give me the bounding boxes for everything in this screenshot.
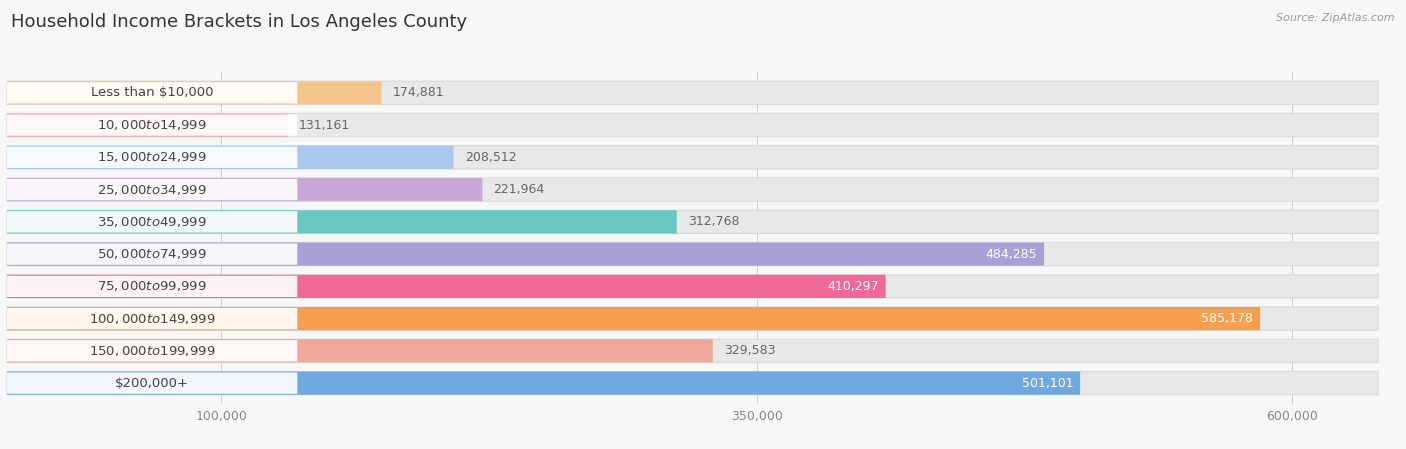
FancyBboxPatch shape <box>7 114 1378 136</box>
Text: $150,000 to $199,999: $150,000 to $199,999 <box>89 344 215 358</box>
Text: 410,297: 410,297 <box>827 280 879 293</box>
Text: Source: ZipAtlas.com: Source: ZipAtlas.com <box>1277 13 1395 23</box>
FancyBboxPatch shape <box>7 275 1378 298</box>
Text: 208,512: 208,512 <box>464 151 516 164</box>
FancyBboxPatch shape <box>7 114 297 136</box>
FancyBboxPatch shape <box>7 114 288 136</box>
FancyBboxPatch shape <box>7 308 297 329</box>
FancyBboxPatch shape <box>7 242 1045 266</box>
Text: 484,285: 484,285 <box>986 247 1038 260</box>
FancyBboxPatch shape <box>7 146 454 169</box>
Text: 585,178: 585,178 <box>1201 312 1253 325</box>
Text: 312,768: 312,768 <box>688 216 740 229</box>
FancyBboxPatch shape <box>7 339 713 362</box>
FancyBboxPatch shape <box>7 339 1378 362</box>
FancyBboxPatch shape <box>7 275 886 298</box>
Text: Less than $10,000: Less than $10,000 <box>91 86 214 99</box>
FancyBboxPatch shape <box>7 210 1378 233</box>
FancyBboxPatch shape <box>7 178 482 201</box>
FancyBboxPatch shape <box>7 211 297 233</box>
FancyBboxPatch shape <box>7 243 297 265</box>
FancyBboxPatch shape <box>7 340 297 361</box>
FancyBboxPatch shape <box>7 179 297 200</box>
FancyBboxPatch shape <box>7 373 297 394</box>
FancyBboxPatch shape <box>7 178 1378 201</box>
FancyBboxPatch shape <box>7 146 1378 169</box>
Text: $75,000 to $99,999: $75,000 to $99,999 <box>97 279 207 293</box>
FancyBboxPatch shape <box>7 147 297 168</box>
Text: $25,000 to $34,999: $25,000 to $34,999 <box>97 183 207 197</box>
Text: $15,000 to $24,999: $15,000 to $24,999 <box>97 150 207 164</box>
FancyBboxPatch shape <box>7 307 1260 330</box>
FancyBboxPatch shape <box>7 81 381 105</box>
FancyBboxPatch shape <box>7 371 1080 395</box>
Text: $35,000 to $49,999: $35,000 to $49,999 <box>97 215 207 229</box>
Text: 174,881: 174,881 <box>392 86 444 99</box>
Text: $100,000 to $149,999: $100,000 to $149,999 <box>89 312 215 326</box>
Text: 131,161: 131,161 <box>299 119 350 132</box>
Text: 221,964: 221,964 <box>494 183 544 196</box>
FancyBboxPatch shape <box>7 82 297 103</box>
FancyBboxPatch shape <box>7 242 1378 266</box>
FancyBboxPatch shape <box>7 371 1378 395</box>
FancyBboxPatch shape <box>7 81 1378 105</box>
Text: 501,101: 501,101 <box>1022 377 1073 390</box>
FancyBboxPatch shape <box>7 307 1378 330</box>
Text: Household Income Brackets in Los Angeles County: Household Income Brackets in Los Angeles… <box>11 13 467 31</box>
Text: 329,583: 329,583 <box>724 344 776 357</box>
FancyBboxPatch shape <box>7 276 297 297</box>
FancyBboxPatch shape <box>7 210 676 233</box>
Text: $200,000+: $200,000+ <box>115 377 190 390</box>
Text: $50,000 to $74,999: $50,000 to $74,999 <box>97 247 207 261</box>
Text: $10,000 to $14,999: $10,000 to $14,999 <box>97 118 207 132</box>
